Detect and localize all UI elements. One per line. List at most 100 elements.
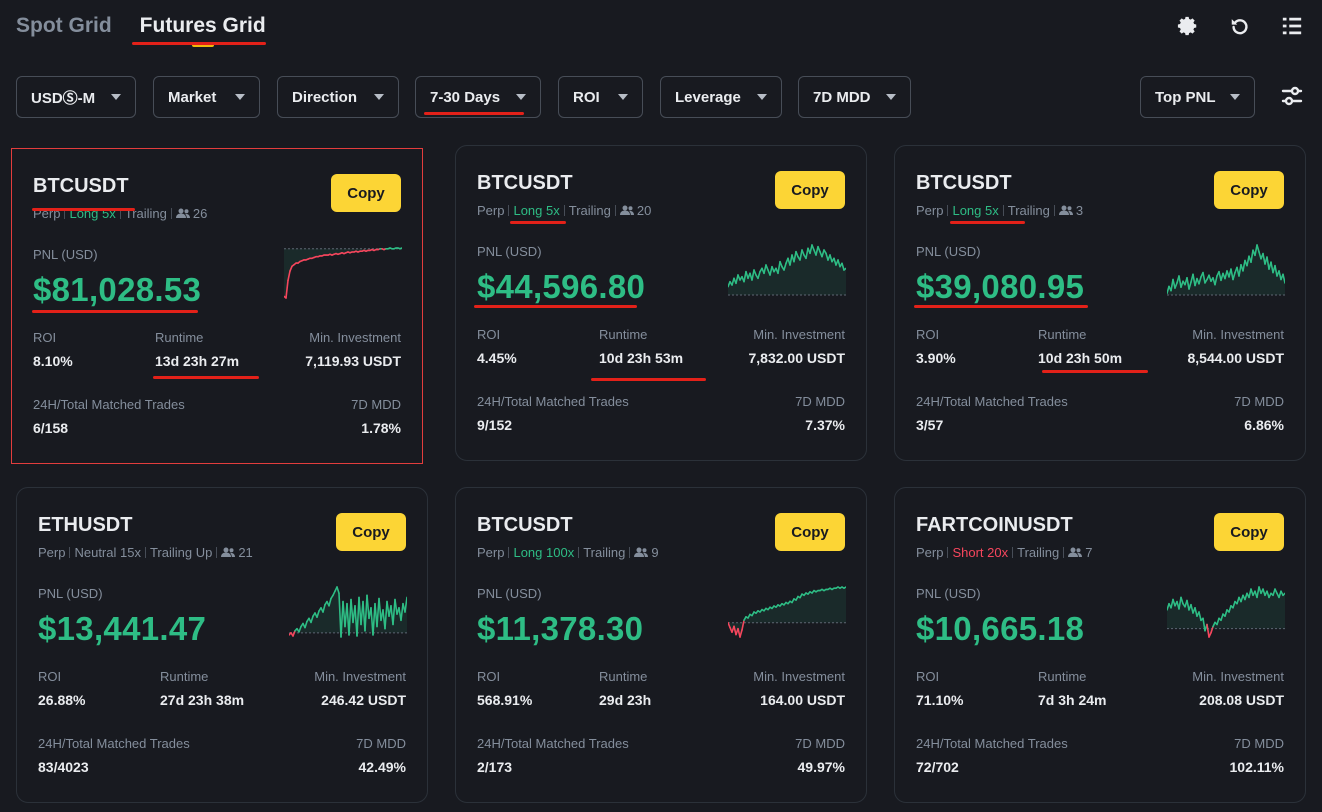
card-copier-count: 9 — [651, 545, 659, 560]
sparkline-segment — [322, 603, 326, 613]
card-direction: Long 100x — [513, 545, 575, 560]
sparkline-segment — [739, 629, 743, 638]
sort-select[interactable]: Top PNL — [1140, 76, 1255, 118]
sparkline-segment — [1266, 256, 1270, 270]
mdd-label: 7D MDD — [1234, 394, 1284, 409]
filter-usds-m[interactable]: USDⓈ-M — [16, 76, 136, 118]
bot-card[interactable]: FARTCOINUSDT Perp Short 20x Trailing 7 Copy PN… — [894, 487, 1306, 803]
card-contract-type: Perp — [477, 545, 505, 560]
card-tags: Perp Long 5x Trailing 20 — [477, 203, 651, 218]
pnl-sparkline — [728, 244, 846, 296]
sparkline-segment — [1220, 613, 1224, 622]
divider — [947, 205, 949, 216]
sparkline-segment — [310, 615, 314, 624]
trades-value: 83/4023 — [38, 759, 89, 775]
bot-card[interactable]: ETHUSDT Perp Neutral 15x Trailing Up 21 Copy P… — [16, 487, 428, 803]
divider — [1012, 547, 1014, 558]
copy-button[interactable]: Copy — [336, 513, 406, 551]
divider — [563, 205, 565, 216]
copy-button[interactable]: Copy — [1214, 513, 1284, 551]
filter-label: Direction — [292, 88, 358, 106]
filter-bar: USDⓈ-M Market Direction 7-30 Days ROI Le… — [16, 76, 1306, 118]
filter-market[interactable]: Market — [153, 76, 260, 118]
filter-leverage[interactable]: Leverage — [660, 76, 782, 118]
card-symbol: BTCUSDT — [916, 172, 1012, 194]
copy-button[interactable]: Copy — [331, 174, 401, 212]
copy-button[interactable]: Copy — [1214, 171, 1284, 209]
runtime-label: Runtime — [599, 669, 648, 684]
min-investment-label: Min. Investment — [753, 327, 845, 342]
users-icon — [634, 545, 649, 560]
copy-button[interactable]: Copy — [775, 513, 845, 551]
min-investment-value: 164.00 USDT — [760, 692, 845, 708]
roi-value: 4.45% — [477, 350, 517, 366]
min-investment-label: Min. Investment — [1192, 327, 1284, 342]
list-icon[interactable] — [1280, 14, 1304, 38]
runtime-value: 10d 23h 50m — [1038, 350, 1123, 366]
mdd-value: 6.86% — [1244, 417, 1284, 433]
card-contract-type: Perp — [33, 206, 61, 221]
sparkline-segment — [1282, 273, 1285, 284]
sparkline-segment — [298, 625, 302, 633]
sparkline-segment — [1270, 261, 1274, 274]
refresh-icon[interactable] — [1228, 14, 1252, 38]
trades-value: 9/152 — [477, 417, 513, 433]
sparkline-segment — [394, 598, 398, 615]
runtime-value: 7d 3h 24m — [1038, 692, 1107, 708]
sparkline-segment — [728, 621, 731, 629]
card-mode: Trailing — [568, 203, 611, 218]
bot-card[interactable]: BTCUSDT Perp Long 5x Trailing 3 Copy PNL (USD)… — [894, 145, 1306, 461]
sparkline-segment — [809, 244, 813, 255]
sparkline-segment — [1180, 596, 1184, 605]
pnl-label: PNL (USD) — [916, 586, 981, 601]
copy-button[interactable]: Copy — [775, 171, 845, 209]
tab-futures-grid[interactable]: Futures Grid — [139, 14, 266, 47]
roi-value: 8.10% — [33, 353, 73, 369]
filter-label: 7-30 Days — [430, 88, 501, 106]
sparkline-segment — [811, 244, 815, 251]
filter-period[interactable]: 7-30 Days — [415, 76, 541, 118]
active-tab-indicator — [191, 43, 214, 47]
sparkline-segment — [815, 245, 819, 256]
users-icon — [1068, 545, 1083, 560]
sparkline-segment — [741, 619, 745, 631]
filter-roi[interactable]: ROI — [558, 76, 643, 118]
sparkline-area — [728, 245, 846, 295]
sparkline-segment — [805, 247, 809, 260]
bot-card[interactable]: BTCUSDT Perp Long 5x Trailing 20 Copy PNL (USD… — [455, 145, 867, 461]
trades-label: 24H/Total Matched Trades — [33, 397, 185, 412]
sliders-icon[interactable] — [1278, 82, 1306, 110]
card-copiers: 7 — [1068, 545, 1093, 560]
sparkline-segment — [336, 586, 340, 595]
bot-card[interactable]: BTCUSDT Perp Long 5x Trailing 26 Copy PNL (USD… — [11, 148, 423, 464]
divider — [64, 208, 66, 219]
card-direction: Neutral 15x — [74, 545, 141, 560]
tab-label: Futures Grid — [139, 14, 266, 37]
min-investment-label: Min. Investment — [753, 669, 845, 684]
filter-direction[interactable]: Direction — [277, 76, 399, 118]
divider — [1063, 547, 1065, 558]
sparkline-segment — [763, 264, 767, 275]
card-direction: Short 20x — [952, 545, 1009, 560]
card-tags: Perp Long 5x Trailing 26 — [33, 206, 207, 221]
sparkline-segment — [765, 264, 769, 271]
card-copier-count: 26 — [192, 206, 208, 221]
divider — [508, 205, 510, 216]
sparkline-segment — [1202, 271, 1206, 284]
min-investment-value: 7,119.93 USDT — [305, 353, 401, 369]
sparkline-segment — [783, 262, 787, 271]
sparkline-segment — [1274, 264, 1278, 277]
gear-icon[interactable] — [1176, 14, 1200, 38]
bot-card[interactable]: BTCUSDT Perp Long 100x Trailing 9 Copy PNL (US… — [455, 487, 867, 803]
card-symbol: BTCUSDT — [477, 514, 573, 536]
sparkline-segment — [1198, 611, 1202, 622]
mdd-value: 49.97% — [797, 759, 845, 775]
runtime-label: Runtime — [155, 330, 204, 345]
card-copiers: 26 — [175, 206, 208, 221]
card-contract-type: Perp — [477, 203, 505, 218]
trades-label: 24H/Total Matched Trades — [38, 736, 190, 751]
filter-7d-mdd[interactable]: 7D MDD — [798, 76, 911, 118]
sparkline-segment — [1206, 623, 1210, 638]
tab-spot-grid[interactable]: Spot Grid — [16, 14, 112, 44]
sparkline-segment — [1256, 586, 1260, 599]
